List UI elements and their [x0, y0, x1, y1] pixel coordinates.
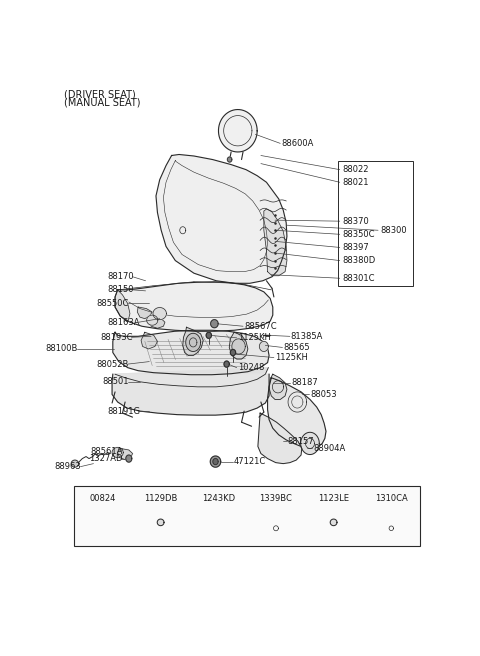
Polygon shape: [113, 330, 269, 375]
Polygon shape: [330, 519, 337, 525]
Polygon shape: [147, 315, 158, 325]
Polygon shape: [259, 341, 268, 352]
Text: 88193C: 88193C: [100, 333, 132, 342]
Text: 88963: 88963: [55, 462, 82, 471]
Polygon shape: [230, 350, 236, 356]
Polygon shape: [213, 459, 218, 464]
Polygon shape: [137, 307, 152, 319]
Polygon shape: [300, 432, 319, 455]
Text: 88163A: 88163A: [108, 318, 140, 327]
Text: 88022: 88022: [342, 165, 369, 174]
Text: 88100B: 88100B: [46, 344, 78, 354]
Text: 88170: 88170: [107, 272, 133, 281]
Polygon shape: [153, 308, 167, 319]
Text: 88150: 88150: [107, 285, 133, 295]
Polygon shape: [183, 327, 203, 356]
Polygon shape: [218, 110, 257, 152]
Polygon shape: [115, 367, 268, 387]
Polygon shape: [112, 447, 123, 457]
Text: 1339BC: 1339BC: [260, 494, 292, 503]
Polygon shape: [157, 519, 164, 525]
Text: 88567C: 88567C: [244, 321, 277, 331]
Text: 88350C: 88350C: [342, 230, 374, 239]
Text: 1129DB: 1129DB: [144, 494, 177, 503]
Polygon shape: [71, 460, 79, 467]
Text: 47121C: 47121C: [234, 457, 266, 466]
Bar: [74, 486, 420, 546]
Text: 88397: 88397: [342, 243, 369, 252]
Text: 88904A: 88904A: [313, 444, 345, 453]
Text: 1123LE: 1123LE: [318, 494, 349, 503]
Text: 1125KH: 1125KH: [238, 333, 271, 342]
Polygon shape: [115, 290, 130, 322]
Text: 1125KH: 1125KH: [275, 353, 308, 362]
Text: 88021: 88021: [342, 178, 369, 187]
Text: 88380D: 88380D: [342, 256, 375, 265]
Text: 88501: 88501: [102, 377, 129, 386]
Text: 88600A: 88600A: [281, 139, 314, 148]
Polygon shape: [264, 209, 287, 276]
Text: 1327AD: 1327AD: [89, 454, 122, 463]
Bar: [338, 161, 413, 286]
Polygon shape: [258, 413, 302, 464]
Polygon shape: [141, 333, 157, 349]
Text: 10248: 10248: [238, 363, 264, 372]
Polygon shape: [211, 319, 218, 328]
Polygon shape: [267, 378, 326, 449]
Polygon shape: [228, 157, 232, 162]
Polygon shape: [186, 333, 201, 352]
Text: 88191G: 88191G: [107, 407, 140, 416]
Text: 00824: 00824: [90, 494, 116, 503]
Polygon shape: [118, 449, 132, 460]
Polygon shape: [224, 361, 229, 367]
Text: 88300: 88300: [380, 226, 407, 235]
Text: 88561A: 88561A: [90, 447, 122, 456]
Polygon shape: [229, 333, 248, 359]
Text: 1243KD: 1243KD: [202, 494, 235, 503]
Polygon shape: [126, 455, 132, 462]
Text: 88370: 88370: [342, 216, 369, 226]
Text: 88301C: 88301C: [342, 274, 374, 283]
Polygon shape: [115, 282, 273, 331]
Text: 88157: 88157: [288, 437, 314, 446]
Text: 88550C: 88550C: [96, 299, 129, 308]
Text: 81385A: 81385A: [290, 332, 323, 341]
Text: 1310CA: 1310CA: [375, 494, 408, 503]
Polygon shape: [206, 333, 211, 338]
Polygon shape: [148, 317, 165, 328]
Polygon shape: [269, 374, 287, 400]
Text: 88565: 88565: [283, 343, 310, 352]
Text: 88187: 88187: [291, 379, 318, 387]
Text: (DRIVER SEAT): (DRIVER SEAT): [64, 90, 136, 100]
Text: 88052B: 88052B: [96, 359, 129, 369]
Polygon shape: [156, 155, 287, 283]
Polygon shape: [112, 374, 269, 415]
Polygon shape: [232, 339, 245, 354]
Text: 88053: 88053: [310, 390, 336, 399]
Polygon shape: [210, 456, 221, 467]
Text: (MANUAL SEAT): (MANUAL SEAT): [64, 98, 141, 108]
